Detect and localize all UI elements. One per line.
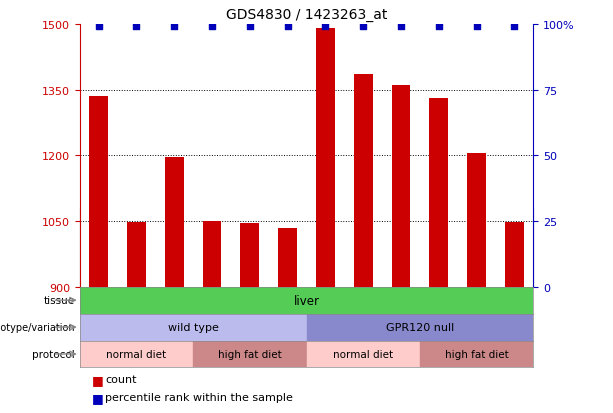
- Text: ■: ■: [92, 391, 104, 404]
- Text: liver: liver: [294, 294, 319, 307]
- Point: [434, 24, 444, 31]
- Text: normal diet: normal diet: [333, 349, 394, 359]
- Title: GDS4830 / 1423263_at: GDS4830 / 1423263_at: [226, 8, 387, 22]
- Text: tissue: tissue: [44, 295, 75, 306]
- Text: GPR120 null: GPR120 null: [386, 322, 454, 332]
- Text: genotype/variation: genotype/variation: [0, 322, 75, 332]
- Text: protocol: protocol: [32, 349, 75, 359]
- Point: [94, 24, 104, 31]
- Bar: [316, 29, 335, 287]
- Bar: [127, 222, 146, 287]
- Bar: [467, 154, 486, 287]
- Bar: [165, 158, 184, 287]
- Text: count: count: [105, 374, 137, 384]
- Bar: [354, 75, 373, 287]
- Bar: [306, 341, 420, 368]
- Bar: [202, 221, 221, 287]
- Point: [509, 24, 519, 31]
- Bar: [89, 97, 108, 287]
- Bar: [193, 341, 306, 368]
- Bar: [420, 341, 533, 368]
- Point: [321, 24, 330, 31]
- Bar: [392, 86, 411, 287]
- Point: [169, 24, 179, 31]
- Point: [131, 24, 141, 31]
- Bar: [240, 224, 259, 287]
- Point: [358, 24, 368, 31]
- Text: percentile rank within the sample: percentile rank within the sample: [105, 392, 293, 402]
- Point: [207, 24, 217, 31]
- Bar: [306, 314, 533, 341]
- Bar: [80, 341, 193, 368]
- Bar: [278, 228, 297, 287]
- Point: [472, 24, 482, 31]
- Bar: [505, 222, 524, 287]
- Text: high fat diet: high fat diet: [445, 349, 508, 359]
- Text: ■: ■: [92, 373, 104, 386]
- Text: high fat diet: high fat diet: [218, 349, 281, 359]
- Point: [396, 24, 406, 31]
- Text: wild type: wild type: [168, 322, 218, 332]
- Text: normal diet: normal diet: [106, 349, 167, 359]
- Point: [283, 24, 292, 31]
- Point: [245, 24, 255, 31]
- Bar: [429, 99, 448, 287]
- Bar: [80, 314, 306, 341]
